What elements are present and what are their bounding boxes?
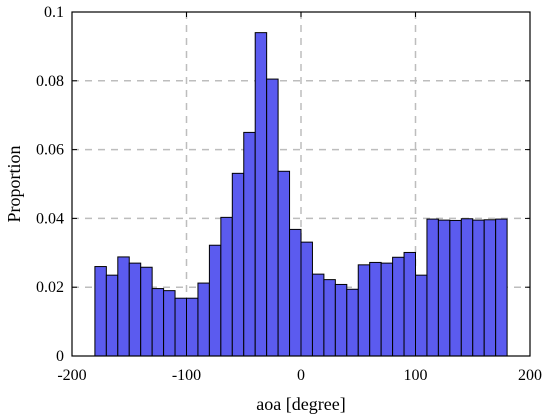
histogram-bar <box>289 228 302 357</box>
histogram-bar <box>105 274 119 357</box>
histogram-bar <box>334 283 348 357</box>
histogram-bar <box>94 266 107 357</box>
x-tick-label: 100 <box>404 367 428 384</box>
histogram-bar <box>197 282 210 357</box>
y-tick-label: 0.02 <box>36 279 64 296</box>
x-tick-label: -100 <box>172 367 201 384</box>
histogram-bar <box>140 266 153 357</box>
y-tick-label: 0.08 <box>36 73 64 90</box>
y-axis-label: Proportion <box>4 145 24 222</box>
histogram-bar <box>174 297 188 357</box>
histogram-bar <box>300 241 313 357</box>
histogram-bar <box>346 288 359 357</box>
histogram-bar <box>266 78 279 357</box>
histogram-bar <box>208 244 222 357</box>
histogram-bar <box>403 251 416 357</box>
histogram-bar <box>163 290 176 357</box>
x-tick-label: -200 <box>57 367 86 384</box>
y-tick-label: 0.06 <box>36 142 64 159</box>
histogram-bar <box>231 172 245 357</box>
y-tick-label: 0.04 <box>36 210 64 227</box>
histogram-bar <box>437 219 451 357</box>
histogram-bar <box>495 218 508 357</box>
x-axis-label: aoa [degree] <box>256 394 345 414</box>
x-tick-label: 0 <box>297 367 305 384</box>
histogram-bar <box>277 170 291 357</box>
histogram-bar <box>415 274 428 357</box>
y-tick-labels: 0 0.02 0.04 0.06 0.08 0.1 <box>36 4 64 365</box>
histogram-bar <box>323 279 336 357</box>
x-tick-labels: -200 -100 0 100 200 <box>57 367 542 384</box>
histogram-bar <box>220 216 233 357</box>
histogram-bar <box>151 288 165 357</box>
histogram-bar <box>483 219 497 357</box>
histogram-bar <box>380 262 394 357</box>
histogram-bar <box>392 256 405 357</box>
histogram-bar <box>311 273 325 357</box>
x-tick-label: 200 <box>518 367 542 384</box>
histogram-bar <box>243 131 256 357</box>
histogram-bar <box>449 219 462 357</box>
histogram-bar <box>128 262 142 357</box>
histogram-bar <box>460 218 474 357</box>
axis-ticks <box>71 11 531 357</box>
histogram-bar <box>426 218 439 357</box>
histogram-bar <box>369 261 382 357</box>
histogram-bar <box>254 32 268 357</box>
y-tick-label: 0 <box>56 348 64 365</box>
histogram-bar <box>472 219 485 357</box>
histogram-bar <box>357 264 371 357</box>
y-tick-label: 0.1 <box>44 4 64 21</box>
histogram-bar <box>117 256 130 357</box>
histogram-bar <box>186 297 199 357</box>
histogram-bars <box>94 32 508 357</box>
